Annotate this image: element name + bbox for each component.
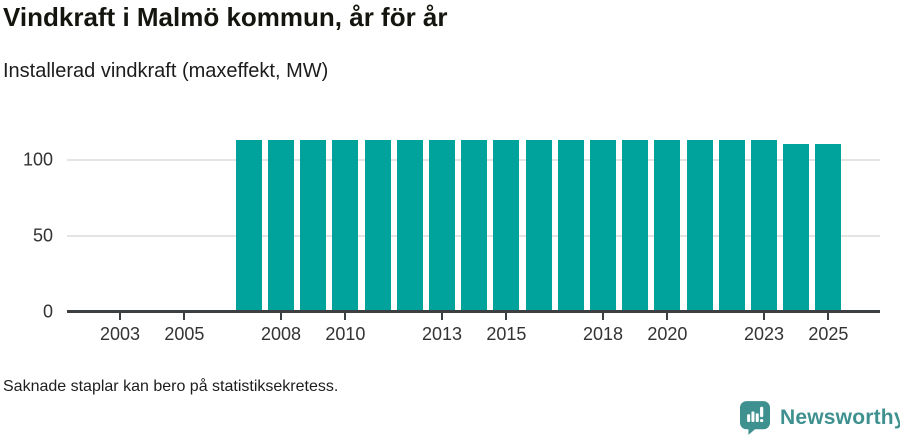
bar-2021 [686, 139, 713, 311]
footnote: Saknade staplar kan bero på statistiksek… [3, 378, 339, 395]
x-tick-2013 [441, 313, 443, 320]
bar-2024 [783, 144, 810, 311]
bar-2022 [718, 139, 745, 311]
bar-2009 [300, 139, 327, 311]
chart-subtitle: Installerad vindkraft (maxeffekt, MW) [3, 60, 329, 82]
bar-2013 [429, 139, 455, 311]
x-tick-2003 [119, 313, 121, 320]
x-tick-label-2025: 2025 [808, 324, 849, 344]
x-tick-label-2020: 2020 [647, 324, 688, 344]
bar-2018 [590, 139, 616, 311]
y-tick-label-0: 0 [42, 301, 53, 322]
x-tick-label-2023: 2023 [743, 324, 785, 344]
bar-2017 [557, 139, 584, 311]
x-tick-2008 [280, 313, 282, 320]
x-tick-2023 [763, 313, 765, 320]
x-tick-label-2008: 2008 [260, 324, 302, 344]
bar-2025 [815, 144, 842, 311]
x-tick-2025 [827, 313, 830, 320]
x-tick-label-2015: 2015 [486, 324, 527, 344]
x-tick-2018 [602, 313, 604, 320]
bar-2007 [235, 139, 262, 311]
bar-2019 [622, 139, 649, 311]
bar-2014 [461, 139, 488, 311]
x-axis-line [67, 310, 880, 313]
x-tick-label-2003: 2003 [99, 324, 141, 344]
x-tick-label-2018: 2018 [582, 324, 624, 344]
bar-2015 [493, 139, 520, 311]
bar-2012 [396, 139, 423, 311]
newsworthy-logo[interactable]: Newsworthy [740, 400, 900, 436]
newsworthy-logo-text: Newsworthy [780, 406, 900, 429]
bar-2010 [332, 139, 359, 311]
y-tick-label-100: 100 [22, 149, 53, 169]
x-tick-2015 [505, 313, 508, 320]
bar-2023 [751, 139, 777, 311]
bar-2016 [525, 139, 552, 311]
x-tick-2020 [666, 313, 669, 320]
y-tick-label-50: 50 [32, 225, 53, 246]
x-tick-label-2010: 2010 [325, 324, 366, 344]
x-tick-label-2013: 2013 [421, 324, 463, 344]
newsworthy-speech-bubble-bar-chart-icon [740, 401, 770, 435]
bar-2011 [364, 139, 391, 311]
bar-2008 [268, 139, 294, 311]
chart-title: Vindkraft i Malmö kommun, år för år [3, 2, 448, 32]
x-tick-2010 [344, 313, 347, 320]
bar-2020 [654, 139, 681, 311]
x-tick-2005 [183, 313, 186, 320]
x-tick-label-2005: 2005 [164, 324, 205, 344]
